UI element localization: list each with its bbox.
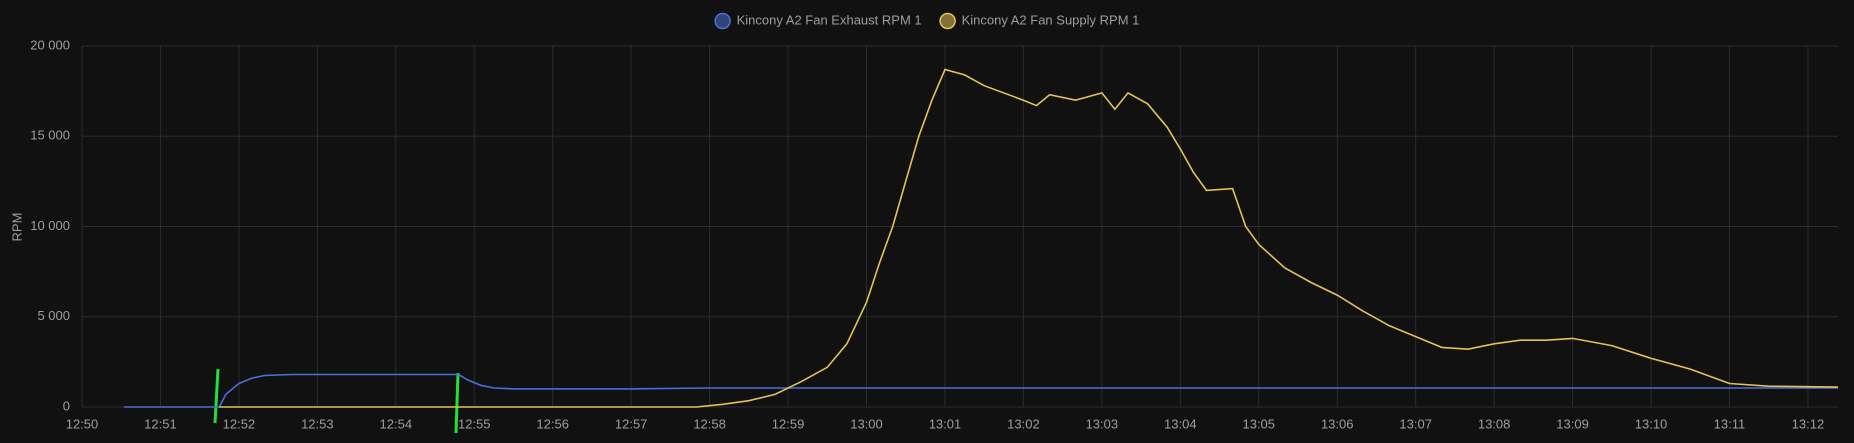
x-tick-label: 12:52 [223,416,256,431]
x-tick-label: 13:02 [1007,416,1040,431]
x-tick-label: 12:59 [772,416,805,431]
y-tick-label: 15 000 [30,128,70,143]
x-tick-label: 12:50 [66,416,99,431]
annotation-marker [454,372,460,434]
legend-marker [939,12,956,30]
x-tick-label: 12:57 [615,416,648,431]
x-tick-label: 12:56 [536,416,569,431]
x-tick-label: 13:11 [1714,416,1746,431]
x-tick-label: 13:10 [1635,416,1668,431]
x-tick-label: 13:05 [1242,416,1275,431]
legend: Kincony A2 Fan Exhaust RPM 1 Kincony A2 F… [714,12,1140,30]
y-tick-label: 10 000 [30,218,70,233]
line-series [219,68,1839,408]
x-tick-label: 13:07 [1399,416,1432,431]
legend-item: Kincony A2 Fan Exhaust RPM 1 [714,12,922,30]
x-tick-label: 13:00 [850,416,883,431]
x-tick-label: 13:06 [1321,416,1354,431]
legend-label: Kincony A2 Fan Exhaust RPM 1 [737,12,922,27]
x-tick-label: 12:55 [458,416,491,431]
x-tick-label: 13:12 [1792,416,1825,431]
x-tick-label: 12:58 [693,416,726,431]
x-tick-label: 13:04 [1164,416,1197,431]
x-tick-label: 13:01 [929,416,962,431]
y-axis-label: RPM [9,213,24,242]
legend-marker [714,12,731,30]
x-tick-label: 12:54 [380,416,413,431]
legend-label: Kincony A2 Fan Supply RPM 1 [962,12,1140,27]
x-tick-label: 13:08 [1478,416,1511,431]
line-series [123,373,1838,408]
annotation-marker [213,368,220,424]
x-tick-label: 12:51 [144,416,177,431]
y-tick-label: 5 000 [37,308,70,323]
y-tick-label: 20 000 [30,37,70,52]
y-tick-label: 0 [63,398,70,413]
x-tick-label: 13:09 [1556,416,1589,431]
x-tick-label: 13:03 [1086,416,1119,431]
legend-item: Kincony A2 Fan Supply RPM 1 [939,12,1140,30]
x-tick-label: 12:53 [301,416,334,431]
